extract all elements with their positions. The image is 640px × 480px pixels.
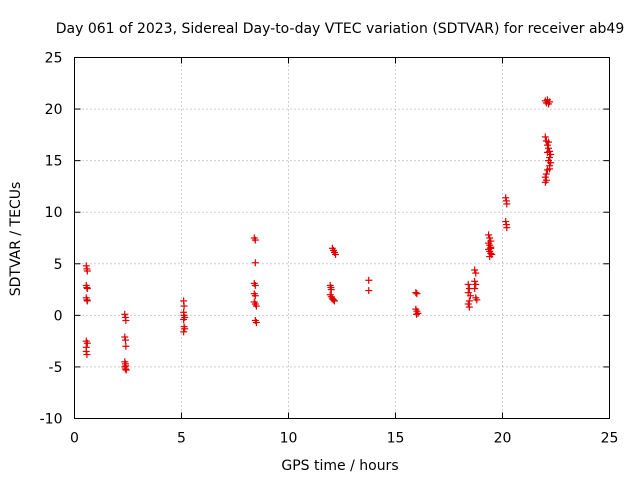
x-tick-label: 0 [70, 431, 79, 447]
y-tick-label: 20 [45, 102, 63, 118]
data-point [365, 276, 373, 284]
data-point [465, 303, 473, 311]
data-point [121, 333, 129, 341]
data-point [121, 365, 129, 373]
data-point [543, 141, 551, 149]
data-point [83, 285, 91, 293]
data-point [365, 287, 373, 295]
data-point [121, 310, 129, 318]
data-point [503, 200, 511, 208]
data-point [486, 253, 494, 261]
data-point [546, 98, 554, 106]
data-point [465, 297, 473, 305]
data-point [331, 297, 339, 305]
data-point [413, 290, 421, 298]
y-tick-label: 5 [54, 257, 63, 273]
data-point [473, 296, 481, 304]
data-point [252, 302, 260, 310]
data-point [83, 267, 91, 275]
x-tick-label: 15 [387, 431, 405, 447]
data-point [542, 170, 550, 178]
data-point [472, 269, 480, 277]
x-tick-label: 25 [601, 431, 619, 447]
grid-layer [74, 57, 610, 419]
y-tick-label: -5 [49, 360, 63, 376]
data-point [251, 281, 259, 289]
data-point [251, 259, 259, 267]
data-point [502, 217, 510, 225]
data-point [485, 231, 493, 239]
x-tick-label: 20 [494, 431, 512, 447]
data-point [121, 336, 129, 344]
data-point [414, 309, 422, 317]
data-point [412, 310, 420, 318]
data-point [546, 165, 554, 173]
data-point [472, 280, 480, 288]
data-point [180, 328, 188, 336]
data-point [251, 292, 259, 300]
y-tick-label: 15 [45, 154, 63, 170]
data-point [464, 300, 472, 308]
data-point [251, 236, 259, 244]
data-point [180, 315, 188, 323]
data-point [464, 280, 472, 288]
data-point [83, 297, 91, 305]
data-point [546, 154, 554, 162]
data-point [83, 339, 91, 347]
y-tick-label: -10 [40, 412, 63, 428]
tick-layer: 0 5 10 15 20 25 -10 -5 0 5 10 15 20 25 [40, 51, 619, 447]
x-tick-label: 5 [177, 431, 186, 447]
data-point [332, 251, 340, 259]
data-point [471, 285, 479, 293]
plot-frame [74, 57, 610, 419]
data-point [486, 234, 494, 242]
y-tick-label: 0 [54, 308, 63, 324]
x-axis-label: GPS time / hours [281, 458, 398, 474]
data-point [412, 289, 420, 297]
data-point [82, 262, 90, 270]
data-point [252, 319, 260, 327]
data-point [82, 347, 90, 355]
data-point [180, 302, 188, 310]
y-tick-label: 10 [45, 205, 63, 221]
data-point [329, 296, 337, 304]
y-axis-label: SDTVAR / TECUs [8, 182, 24, 297]
data-point [543, 148, 551, 156]
data-point [547, 159, 555, 167]
x-tick-label: 10 [280, 431, 298, 447]
data-point [541, 133, 549, 141]
chart-title: Day 061 of 2023, Sidereal Day-to-day VTE… [56, 21, 625, 37]
data-point [502, 194, 510, 202]
data-point [503, 224, 511, 232]
data-point [541, 178, 549, 186]
data-point [122, 342, 130, 350]
data-point [471, 277, 479, 285]
data-point [466, 292, 474, 300]
data-point [545, 138, 553, 146]
data-point [471, 266, 479, 274]
y-tick-label: 25 [45, 51, 63, 67]
data-point [122, 317, 130, 325]
data-point [83, 351, 91, 359]
data-point [327, 286, 335, 294]
data-point [545, 144, 553, 152]
data-point [487, 244, 495, 252]
data-point [122, 366, 130, 374]
data-points [82, 96, 555, 374]
data-point [181, 325, 189, 333]
